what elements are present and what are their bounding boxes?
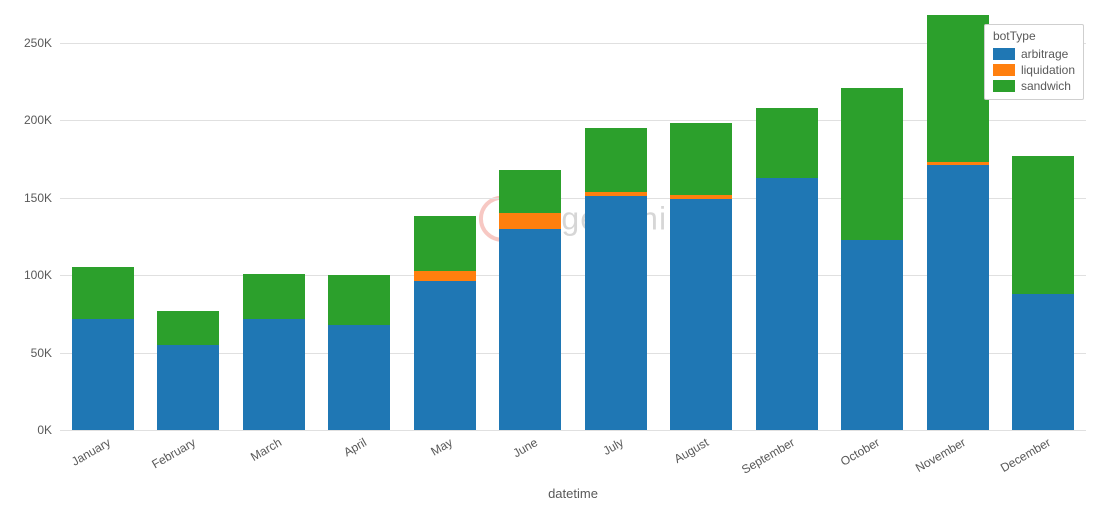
y-tick-label: 250K <box>24 36 60 50</box>
bar-segment-sandwich <box>670 123 732 194</box>
bar-group <box>670 12 732 430</box>
bar-group <box>328 12 390 430</box>
x-tick-label: June <box>508 430 541 460</box>
bar-segment-sandwich <box>243 274 305 319</box>
bar-group <box>72 12 134 430</box>
legend-swatch-icon <box>993 80 1015 92</box>
bar-segment-liquidation <box>670 195 732 200</box>
bar-group <box>927 12 989 430</box>
bar-group <box>585 12 647 430</box>
legend-label: arbitrage <box>1021 47 1068 61</box>
bar-segment-arbitrage <box>756 178 818 430</box>
x-tick-label: October <box>835 430 882 469</box>
y-tick-label: 150K <box>24 191 60 205</box>
bar-segment-sandwich <box>585 128 647 191</box>
legend-swatch-icon <box>993 64 1015 76</box>
x-tick-label: July <box>597 430 625 458</box>
bar-segment-sandwich <box>157 311 219 345</box>
legend-label: liquidation <box>1021 63 1075 77</box>
y-tick-label: 50K <box>31 346 60 360</box>
legend: botType arbitrage liquidation sandwich <box>984 24 1084 100</box>
bar-group <box>499 12 561 430</box>
bar-segment-sandwich <box>756 108 818 178</box>
bar-group <box>243 12 305 430</box>
y-tick-label: 0K <box>37 423 60 437</box>
x-tick-label: November <box>910 430 968 475</box>
bar-segment-sandwich <box>499 170 561 213</box>
bar-segment-arbitrage <box>243 319 305 430</box>
x-axis-title: datetime <box>548 486 598 501</box>
x-tick-label: March <box>245 430 284 464</box>
bar-segment-arbitrage <box>670 199 732 430</box>
bar-segment-liquidation <box>927 162 989 165</box>
bar-segment-liquidation <box>499 213 561 228</box>
bar-group <box>157 12 219 430</box>
bar-segment-sandwich <box>72 267 134 318</box>
x-tick-label: December <box>995 430 1053 475</box>
bar-segment-arbitrage <box>841 240 903 430</box>
bar-segment-sandwich <box>841 88 903 240</box>
x-tick-label: February <box>147 430 199 471</box>
bar-segment-arbitrage <box>157 345 219 430</box>
gridline <box>60 430 1086 431</box>
bar-segment-sandwich <box>1012 156 1074 294</box>
bar-segment-liquidation <box>414 271 476 282</box>
bar-group <box>414 12 476 430</box>
bar-segment-arbitrage <box>499 229 561 430</box>
bar-segment-arbitrage <box>585 196 647 430</box>
x-tick-label: May <box>425 430 455 459</box>
bar-segment-liquidation <box>585 192 647 197</box>
bar-segment-arbitrage <box>328 325 390 430</box>
x-tick-label: January <box>66 430 113 469</box>
bar-segment-arbitrage <box>1012 294 1074 430</box>
chart-container: EigenPhi 0K50K100K150K200K250KJanuaryFeb… <box>0 0 1102 510</box>
legend-swatch-icon <box>993 48 1015 60</box>
bar-group <box>841 12 903 430</box>
bar-segment-arbitrage <box>414 281 476 430</box>
y-tick-label: 100K <box>24 268 60 282</box>
bar-segment-arbitrage <box>927 165 989 430</box>
bar-segment-sandwich <box>927 15 989 162</box>
legend-item-liquidation: liquidation <box>993 61 1075 77</box>
legend-item-sandwich: sandwich <box>993 77 1075 93</box>
x-tick-label: September <box>736 430 797 477</box>
x-tick-label: April <box>338 430 369 459</box>
legend-item-arbitrage: arbitrage <box>993 45 1075 61</box>
y-tick-label: 200K <box>24 113 60 127</box>
legend-label: sandwich <box>1021 79 1071 93</box>
bar-group <box>756 12 818 430</box>
bar-segment-sandwich <box>328 275 390 325</box>
bar-segment-arbitrage <box>72 319 134 430</box>
bar-segment-sandwich <box>414 216 476 270</box>
x-tick-label: August <box>669 430 711 466</box>
legend-title: botType <box>993 29 1075 45</box>
plot-area: EigenPhi 0K50K100K150K200K250KJanuaryFeb… <box>60 12 1086 430</box>
